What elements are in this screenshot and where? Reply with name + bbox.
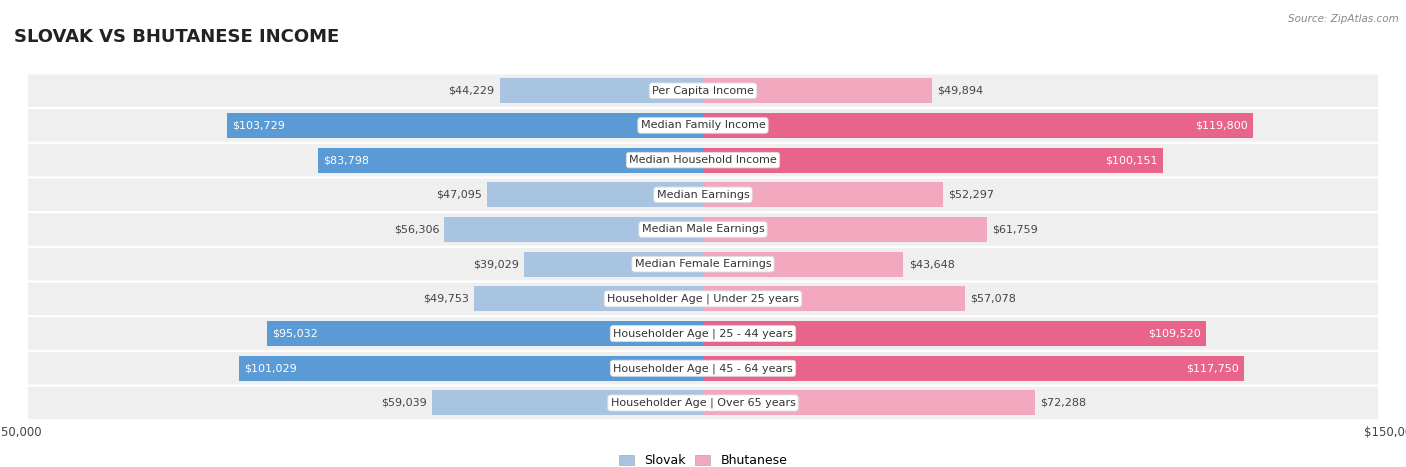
FancyBboxPatch shape: [28, 109, 1378, 142]
Text: SLOVAK VS BHUTANESE INCOME: SLOVAK VS BHUTANESE INCOME: [14, 28, 339, 46]
Bar: [703, 252, 904, 276]
Text: Householder Age | Under 25 years: Householder Age | Under 25 years: [607, 294, 799, 304]
Bar: [474, 286, 703, 311]
Text: $43,648: $43,648: [908, 259, 955, 269]
Text: $119,800: $119,800: [1195, 120, 1249, 130]
Text: Per Capita Income: Per Capita Income: [652, 86, 754, 96]
Text: $103,729: $103,729: [232, 120, 284, 130]
FancyBboxPatch shape: [28, 283, 1378, 315]
Text: $117,750: $117,750: [1185, 363, 1239, 373]
FancyBboxPatch shape: [28, 248, 1378, 280]
Text: $59,039: $59,039: [381, 398, 426, 408]
Text: Median Female Earnings: Median Female Earnings: [634, 259, 772, 269]
Text: Source: ZipAtlas.com: Source: ZipAtlas.com: [1288, 14, 1399, 24]
Text: Median Male Earnings: Median Male Earnings: [641, 225, 765, 234]
FancyBboxPatch shape: [28, 352, 1378, 384]
Bar: [524, 252, 703, 276]
Bar: [432, 390, 703, 416]
Text: $109,520: $109,520: [1149, 329, 1201, 339]
Bar: [703, 78, 932, 103]
Text: Median Household Income: Median Household Income: [628, 155, 778, 165]
Text: $47,095: $47,095: [436, 190, 481, 200]
FancyBboxPatch shape: [28, 318, 1378, 350]
Bar: [703, 217, 987, 242]
Text: $83,798: $83,798: [323, 155, 370, 165]
Bar: [703, 148, 1163, 173]
Text: $52,297: $52,297: [949, 190, 994, 200]
Bar: [703, 356, 1244, 381]
Text: Householder Age | 25 - 44 years: Householder Age | 25 - 44 years: [613, 328, 793, 339]
Text: $101,029: $101,029: [245, 363, 297, 373]
Text: $44,229: $44,229: [449, 86, 495, 96]
Bar: [501, 78, 703, 103]
Text: $49,753: $49,753: [423, 294, 470, 304]
Bar: [703, 321, 1206, 346]
FancyBboxPatch shape: [28, 213, 1378, 246]
Legend: Slovak, Bhutanese: Slovak, Bhutanese: [614, 449, 792, 467]
Text: $57,078: $57,078: [970, 294, 1017, 304]
Bar: [318, 148, 703, 173]
Bar: [444, 217, 703, 242]
Bar: [226, 113, 703, 138]
FancyBboxPatch shape: [28, 178, 1378, 211]
Bar: [703, 113, 1253, 138]
Bar: [703, 286, 965, 311]
Text: $39,029: $39,029: [472, 259, 519, 269]
Bar: [703, 182, 943, 207]
FancyBboxPatch shape: [28, 144, 1378, 177]
Text: $56,306: $56,306: [394, 225, 439, 234]
Bar: [239, 356, 703, 381]
Text: $49,894: $49,894: [938, 86, 983, 96]
FancyBboxPatch shape: [28, 75, 1378, 107]
Text: Householder Age | Over 65 years: Householder Age | Over 65 years: [610, 398, 796, 408]
Text: $61,759: $61,759: [991, 225, 1038, 234]
Text: Householder Age | 45 - 64 years: Householder Age | 45 - 64 years: [613, 363, 793, 374]
Text: $100,151: $100,151: [1105, 155, 1157, 165]
FancyBboxPatch shape: [28, 387, 1378, 419]
Text: Median Family Income: Median Family Income: [641, 120, 765, 130]
Text: Median Earnings: Median Earnings: [657, 190, 749, 200]
Bar: [267, 321, 703, 346]
Bar: [486, 182, 703, 207]
Text: $72,288: $72,288: [1040, 398, 1087, 408]
Text: $95,032: $95,032: [271, 329, 318, 339]
Bar: [703, 390, 1035, 416]
